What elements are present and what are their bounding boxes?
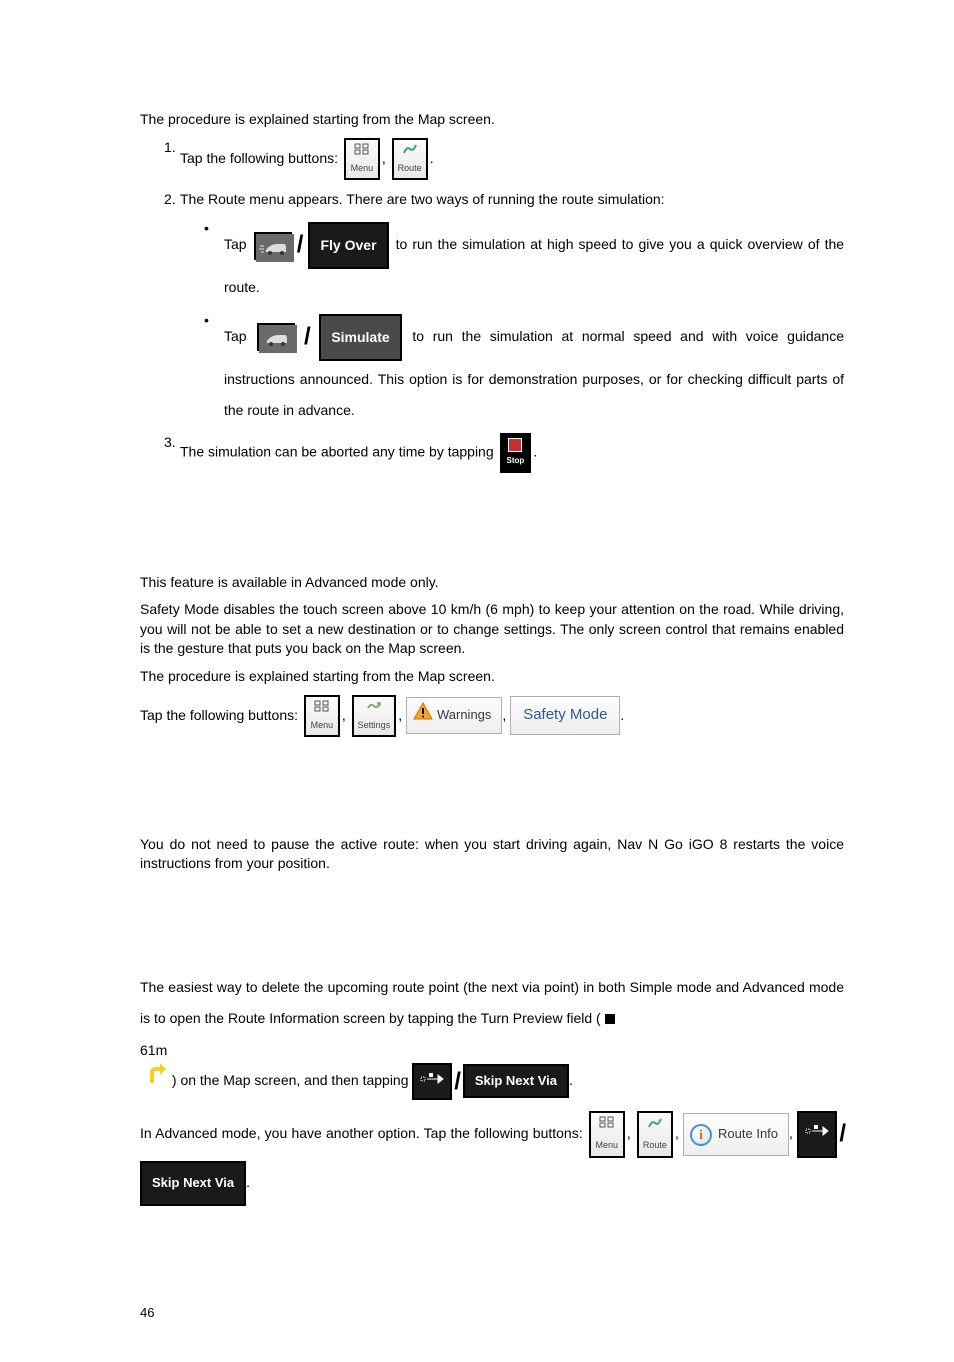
car-fast-icon [254,232,292,260]
delete-p1: The easiest way to delete the upcoming r… [140,972,844,1034]
bullet-flyover: • Tap / Fly Over to run the simulation a… [204,219,844,303]
warning-triangle-icon [413,702,433,729]
car-icon [257,323,295,351]
step-2: 2. The Route menu appears. There are two… [140,190,844,210]
turn-preview-field[interactable] [605,1014,615,1024]
skip-via-icon-button[interactable] [412,1063,452,1101]
warnings-button[interactable]: Warnings [406,697,502,734]
slash-separator: / [297,219,304,272]
bullet-dot: • [204,219,224,239]
safety-p1: This feature is available in Advanced mo… [140,573,844,593]
step-1-text: Tap the following buttons: [180,149,342,165]
step-1-number: 1. [140,138,168,158]
safety-tap-row: Tap the following buttons: Menu , Settin… [140,695,844,737]
delete-p1-before: The easiest way to delete the upcoming r… [140,979,844,1026]
settings-button-label: Settings [358,720,391,730]
skip-via-icon [805,1123,829,1139]
pause-paragraph: You do not need to pause the active rout… [140,835,844,874]
intro-paragraph: The procedure is explained starting from… [140,110,844,130]
warnings-button-label: Warnings [437,707,491,722]
route-info-button[interactable]: i Route Info [683,1113,789,1156]
delete-p1-mid: ) on the Map screen, and then tapping [172,1072,413,1088]
slash-separator: / [454,1065,461,1099]
turn-arrow-icon [140,1061,168,1085]
menu-button-3[interactable]: Menu [589,1111,625,1159]
slash-separator: / [304,311,311,364]
safety-p2: Safety Mode disables the touch screen ab… [140,600,844,659]
flyover-button[interactable]: Fly Over [308,222,388,269]
grid-icon [314,700,330,712]
turn-distance: 61m [140,1041,844,1061]
bullet-1-before: Tap [224,236,252,252]
menu-button-2-label: Menu [311,720,334,730]
step-2-text: The Route menu appears. There are two wa… [180,191,665,207]
safety-mode-button[interactable]: Safety Mode [510,696,620,735]
route-button-2-label: Route [643,1140,667,1150]
menu-button[interactable]: Menu [344,138,380,180]
safety-p3: The procedure is explained starting from… [140,667,844,687]
stop-icon [508,438,522,452]
grid-icon [599,1116,615,1128]
stop-button[interactable]: Stop [500,433,532,472]
route-icon [648,1116,662,1126]
step-1: 1. Tap the following buttons: Menu , Rou… [140,138,844,180]
info-icon: i [690,1124,712,1146]
settings-button[interactable]: Settings [352,695,397,737]
delete-p2: In Advanced mode, you have another optio… [140,1108,844,1205]
menu-button-3-label: Menu [596,1140,619,1150]
route-info-label: Route Info [718,1126,778,1141]
step-2-number: 2. [140,190,168,210]
route-button-label: Route [398,163,422,173]
menu-button-2[interactable]: Menu [304,695,340,737]
step-3-text: The simulation can be aborted any time b… [180,444,498,460]
step-3-number: 3. [140,433,168,453]
grid-icon [354,143,370,155]
menu-button-label: Menu [351,163,374,173]
bullet-2-after: to run the simulation at normal speed an… [224,328,844,417]
delete-p2-before: In Advanced mode, you have another optio… [140,1125,587,1141]
skip-via-icon [420,1071,444,1087]
slash-separator: / [839,1108,846,1161]
route-button[interactable]: Route [392,138,428,180]
settings-icon [365,700,383,712]
skip-via-icon-button-2[interactable] [797,1111,837,1158]
route-button-2[interactable]: Route [637,1111,673,1159]
bullet-dot: • [204,311,224,331]
skip-next-via-button[interactable]: Skip Next Via [463,1064,569,1098]
page-number: 46 [140,1304,844,1322]
route-icon [403,143,417,153]
simulate-button[interactable]: Simulate [319,314,401,361]
step-3: 3. The simulation can be aborted any tim… [140,433,844,472]
skip-next-via-button-2[interactable]: Skip Next Via [140,1161,246,1206]
stop-button-label: Stop [507,453,525,468]
bullet-simulate: • Tap / Simulate to run the simulation a… [204,311,844,425]
bullet-2-before: Tap [224,328,255,344]
safety-tap-text: Tap the following buttons: [140,706,302,722]
